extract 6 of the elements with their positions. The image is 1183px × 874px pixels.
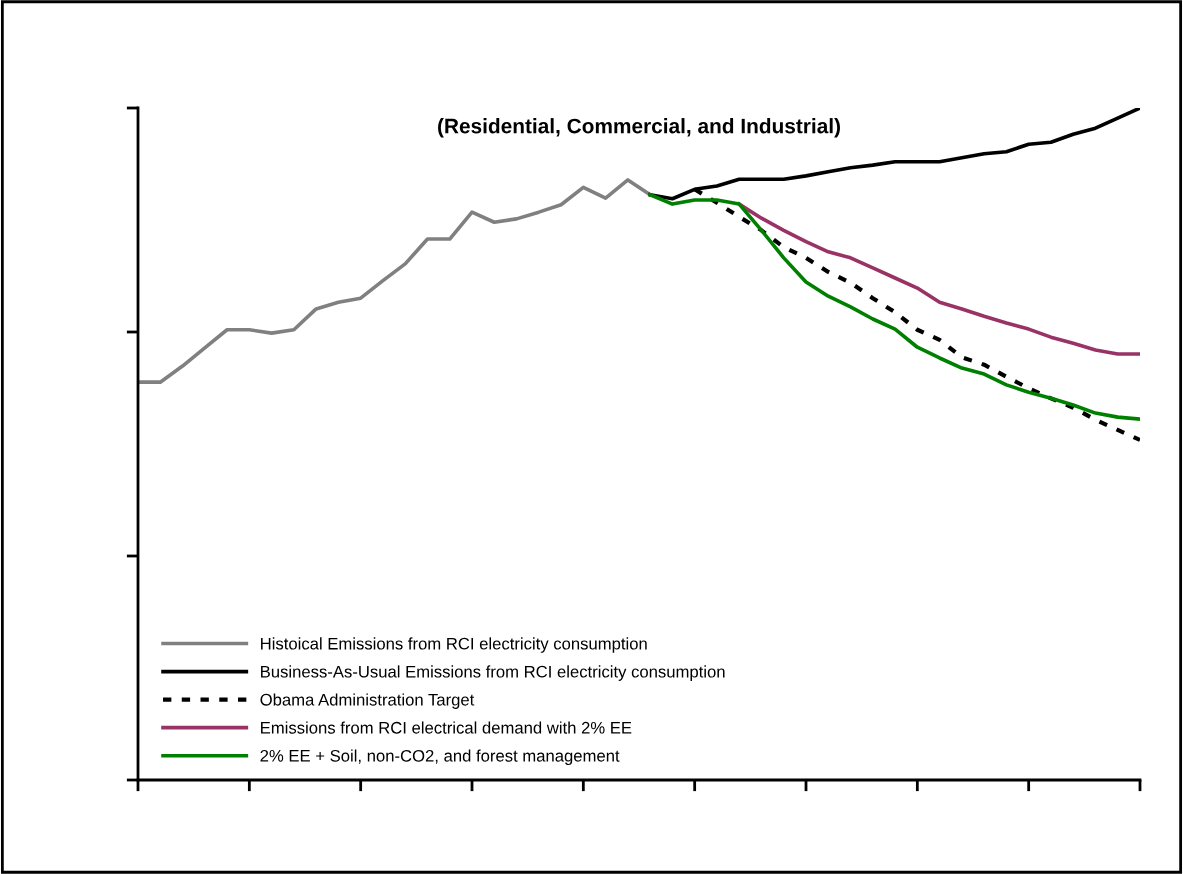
legend-label: 2% EE + Soil, non-CO2, and forest management	[260, 749, 620, 765]
chart-title: (Residential, Commercial, and Industrial)	[438, 118, 840, 138]
legend-label: Obama Administration Target	[260, 693, 475, 709]
legend-label: Business-As-Usual Emissions from RCI electricity consumption	[261, 665, 725, 681]
legend-label: Histoical Emissions from RCI electricity consumption	[261, 637, 647, 653]
legend-label: Emissions from RCI electrical demand with 2% EE	[261, 721, 632, 734]
